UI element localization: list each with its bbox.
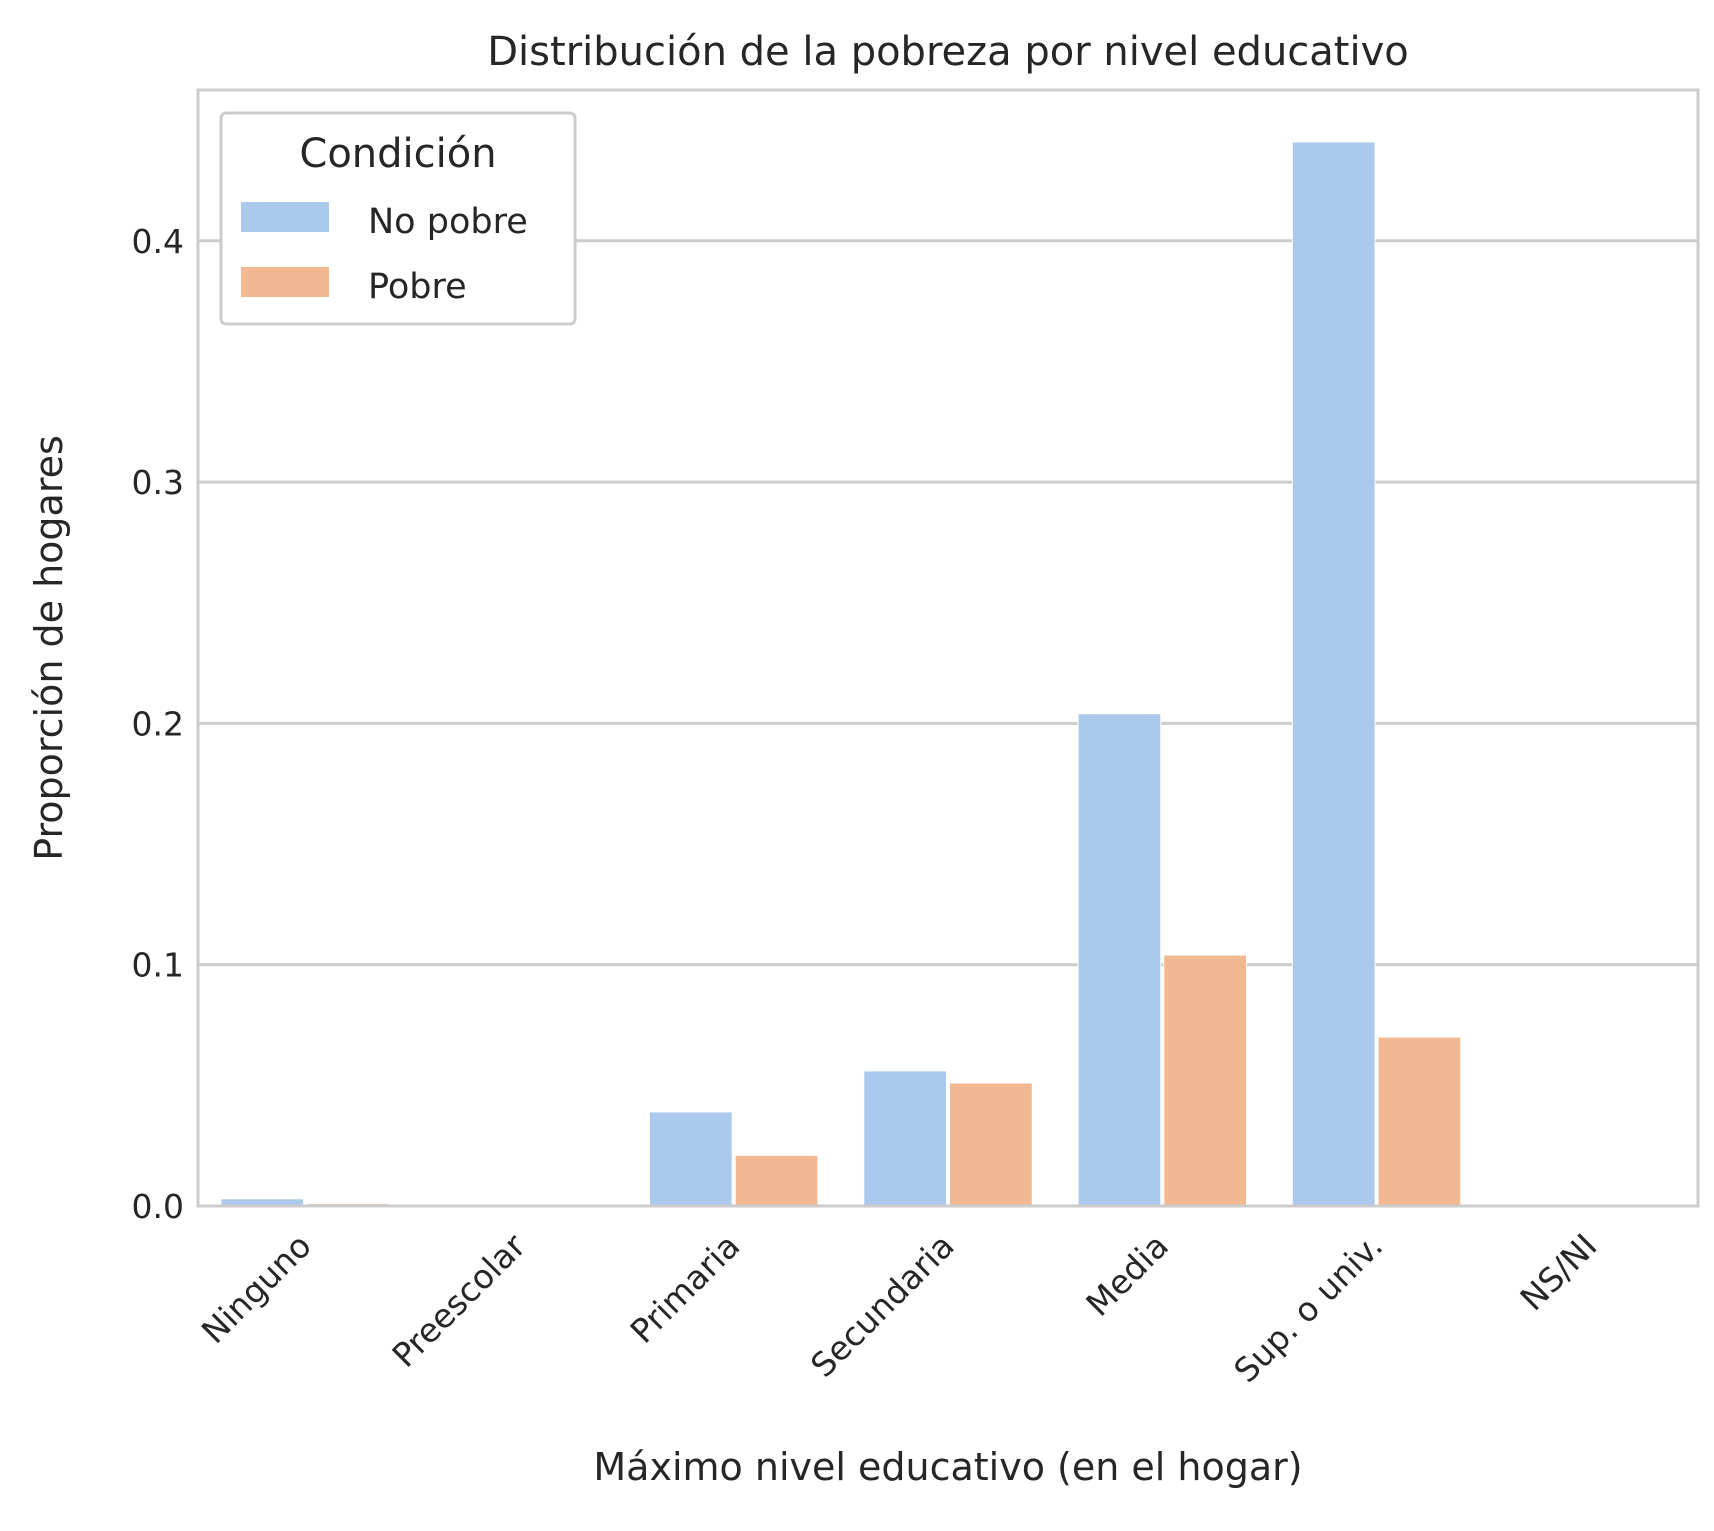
x-tick-label: Sup. o univ. xyxy=(1226,1226,1390,1390)
y-tick-label: 0.4 xyxy=(132,222,184,261)
legend-swatch-no-pobre xyxy=(241,202,329,232)
gridlines xyxy=(198,239,1698,1208)
y-tick-label: 0.0 xyxy=(132,1187,184,1226)
bar-no-pobre-3 xyxy=(863,1070,947,1207)
bar-no-pobre-5 xyxy=(1291,141,1376,1207)
x-tick-label: Secundaria xyxy=(803,1226,962,1385)
y-tick-label: 0.1 xyxy=(132,946,184,985)
x-tick-label: Preescolar xyxy=(384,1226,533,1375)
legend: Condición No pobre Pobre xyxy=(219,111,577,326)
bar-pobre-3 xyxy=(949,1082,1033,1207)
x-tick-label: Primaria xyxy=(623,1226,748,1351)
bar-pobre-4 xyxy=(1163,954,1248,1207)
bar-no-pobre-2 xyxy=(649,1111,733,1207)
x-tick-label: NS/NI xyxy=(1512,1226,1604,1318)
bar-pobre-2 xyxy=(734,1154,819,1207)
x-tick-label: Media xyxy=(1078,1226,1176,1324)
bar-pobre-5 xyxy=(1377,1036,1462,1207)
y-tick-label: 0.3 xyxy=(132,463,184,502)
legend-swatch-pobre xyxy=(241,267,329,297)
legend-label-no-pobre: No pobre xyxy=(368,202,528,242)
bar-no-pobre-4 xyxy=(1077,713,1162,1207)
y-tick-labels: 0.0 0.1 0.2 0.3 0.4 xyxy=(132,222,184,1226)
bars xyxy=(220,141,1462,1207)
legend-title: Condición xyxy=(299,131,496,177)
y-axis-label: Proporción de hogares xyxy=(27,435,71,861)
x-axis-label: Máximo nivel educativo (en el hogar) xyxy=(593,1445,1302,1489)
legend-label-pobre: Pobre xyxy=(368,267,467,307)
chart-title: Distribución de la pobreza por nivel edu… xyxy=(487,29,1408,75)
plot-frame xyxy=(196,88,1700,1208)
y-tick-label: 0.2 xyxy=(132,704,184,743)
x-tick-label: Ninguno xyxy=(194,1226,319,1351)
x-tick-labels: Ninguno Preescolar Primaria Secundaria Media… xyxy=(194,1226,1605,1390)
